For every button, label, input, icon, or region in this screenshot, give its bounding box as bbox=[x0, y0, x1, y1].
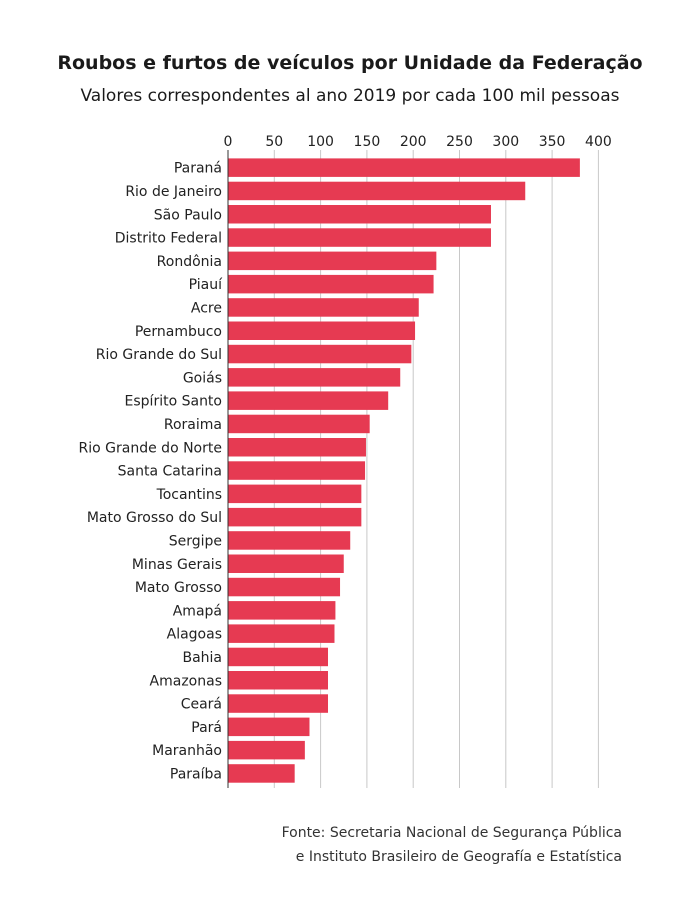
y-tick-label: Rondônia bbox=[157, 254, 222, 270]
bar bbox=[228, 717, 310, 737]
y-tick-label: Rio Grande do Sul bbox=[96, 347, 222, 363]
y-tick-label: Mato Grosso bbox=[135, 580, 222, 596]
y-tick-label: Espírito Santo bbox=[125, 394, 222, 410]
y-tick-label: Pernambuco bbox=[135, 324, 222, 340]
y-tick-label: Piauí bbox=[189, 277, 223, 293]
y-axis-labels: Paraná Rio de Janeiro São Paulo Distrito Fe… bbox=[79, 161, 224, 783]
chart-subtitle: Valores correspondentes al ano 2019 por … bbox=[80, 86, 620, 106]
y-tick-label: Paraíba bbox=[170, 766, 222, 782]
x-tick-label: 400 bbox=[585, 134, 612, 150]
x-tick-label: 50 bbox=[265, 134, 283, 150]
bar bbox=[228, 764, 295, 783]
bar bbox=[228, 507, 362, 527]
source-line-2: e Instituto Brasileiro de Geografía e Es… bbox=[295, 849, 622, 865]
y-tick-label: Acre bbox=[191, 300, 222, 316]
y-tick-label: Ceará bbox=[181, 697, 222, 713]
y-tick-label: Roraima bbox=[164, 417, 222, 433]
x-tick-label: 0 bbox=[224, 134, 233, 150]
bar bbox=[228, 298, 419, 317]
bar bbox=[228, 554, 344, 573]
y-tick-label: São Paulo bbox=[154, 207, 222, 223]
bar bbox=[228, 740, 305, 760]
x-tick-label: 250 bbox=[446, 134, 473, 150]
y-tick-label: Amazonas bbox=[150, 673, 222, 689]
y-tick-label: Amapá bbox=[173, 603, 222, 619]
y-tick-label: Pará bbox=[191, 720, 222, 736]
y-tick-label: Tocantins bbox=[156, 487, 222, 503]
y-tick-label: Alagoas bbox=[167, 627, 222, 643]
bar bbox=[228, 228, 491, 247]
x-tick-label: 150 bbox=[354, 134, 381, 150]
y-tick-label: Paraná bbox=[174, 161, 222, 177]
y-tick-label: Mato Grosso do Sul bbox=[87, 510, 222, 526]
bar bbox=[228, 694, 329, 713]
bar bbox=[228, 461, 366, 480]
bar bbox=[228, 601, 336, 620]
bar bbox=[228, 484, 362, 504]
y-tick-label: Rio de Janeiro bbox=[125, 184, 222, 200]
bar bbox=[228, 344, 412, 364]
y-tick-label: Minas Gerais bbox=[132, 557, 222, 573]
y-tick-label: Goiás bbox=[183, 370, 222, 386]
bar bbox=[228, 158, 580, 177]
bar bbox=[228, 414, 370, 434]
bar bbox=[228, 181, 526, 201]
y-tick-label: Sergipe bbox=[169, 533, 222, 549]
source-note: Fonte: Secretaria Nacional de Segurança … bbox=[282, 821, 622, 869]
bar bbox=[228, 251, 437, 271]
bar bbox=[228, 671, 329, 690]
bar bbox=[228, 368, 401, 387]
x-tick-label: 100 bbox=[307, 134, 334, 150]
x-tick-label: 300 bbox=[492, 134, 519, 150]
bar bbox=[228, 577, 341, 597]
y-tick-label: Rio Grande do Norte bbox=[79, 440, 222, 456]
x-axis-ticks: 0 50 100 150 200 250 300 350 400 bbox=[224, 134, 612, 150]
y-tick-label: Maranhão bbox=[152, 743, 222, 759]
bar bbox=[228, 391, 389, 410]
y-tick-label: Bahia bbox=[182, 650, 222, 666]
y-tick-label: Santa Catarina bbox=[118, 464, 222, 480]
bars bbox=[228, 158, 580, 783]
x-tick-label: 350 bbox=[539, 134, 566, 150]
source-line-1: Fonte: Secretaria Nacional de Segurança … bbox=[281, 825, 622, 841]
y-tick-label: Distrito Federal bbox=[115, 231, 222, 247]
chart-title: Roubos e furtos de veículos por Unidade … bbox=[57, 52, 643, 74]
bar bbox=[228, 321, 416, 340]
bar bbox=[228, 205, 491, 224]
bar bbox=[228, 624, 335, 643]
bar bbox=[228, 647, 329, 667]
bar bbox=[228, 274, 434, 294]
x-tick-label: 200 bbox=[400, 134, 427, 150]
bar bbox=[228, 531, 351, 550]
bar bbox=[228, 438, 366, 457]
